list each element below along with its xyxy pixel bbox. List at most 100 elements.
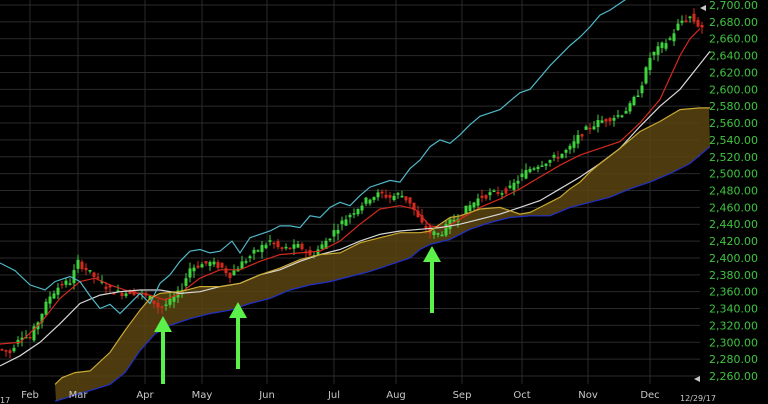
candle-body — [660, 42, 664, 48]
y-tick-label: 2,440.00 — [709, 218, 758, 231]
y-tick-label: 2,540.00 — [709, 134, 758, 147]
y-tick-label: 2,580.00 — [709, 100, 758, 113]
candle-body — [20, 337, 24, 340]
candle-body — [256, 250, 260, 252]
chikou-span-lagging-line — [0, 0, 627, 315]
y-tick-label: 2,300.00 — [709, 336, 758, 349]
candle-body — [80, 261, 84, 270]
candle-body — [528, 168, 532, 173]
candle-body — [228, 272, 232, 279]
candle-body — [380, 191, 384, 194]
candle-body — [508, 185, 512, 188]
x-tick-label: Mar — [69, 390, 89, 401]
x-tick-label: Nov — [578, 390, 598, 401]
candle-body — [44, 301, 48, 315]
candle-body — [440, 234, 444, 237]
candle-body — [504, 188, 508, 194]
candle-body — [152, 300, 156, 304]
candle-body — [596, 120, 600, 128]
candle-body — [328, 238, 332, 241]
candle-body — [8, 350, 12, 353]
candle-body — [388, 195, 392, 198]
candle-body — [592, 126, 596, 130]
candle-body — [564, 149, 568, 153]
candle-body — [280, 247, 284, 249]
candle-body — [576, 135, 580, 144]
candle-body — [12, 347, 16, 352]
candle-body — [248, 256, 252, 258]
candle-body — [200, 264, 204, 268]
candle-body — [684, 20, 688, 22]
candle-body — [268, 240, 272, 242]
indicator-lines — [0, 0, 711, 402]
candle-body — [244, 261, 248, 263]
candle-body — [316, 249, 320, 255]
cloud-fill — [55, 107, 710, 401]
candle-body — [688, 16, 692, 19]
candle-body — [84, 267, 88, 271]
y-tick-label: 2,420.00 — [709, 235, 758, 248]
candle-body — [496, 191, 500, 194]
candle-body — [644, 67, 648, 84]
candle-body — [616, 115, 620, 117]
candle-body — [108, 285, 112, 288]
candle-body — [392, 195, 396, 201]
candle-body — [588, 127, 592, 130]
candle-body — [416, 210, 420, 218]
candle-body — [260, 244, 264, 253]
candle-body — [292, 244, 296, 249]
candle-body — [648, 57, 652, 71]
candle-body — [444, 224, 448, 236]
y-tick-label: 2,700.00 — [709, 0, 758, 12]
candle-body — [164, 304, 168, 307]
candle-body — [700, 24, 704, 28]
candle-body — [464, 205, 468, 214]
y-tick-label: 2,660.00 — [709, 33, 758, 46]
candle-body — [264, 244, 268, 249]
price-marker-top-icon — [700, 5, 706, 11]
x-tick-label: Apr — [136, 390, 154, 401]
candle-body — [376, 192, 380, 198]
candle-body — [620, 115, 624, 117]
candle-body — [640, 85, 644, 94]
candle-body — [584, 126, 588, 130]
candle-body — [172, 296, 176, 302]
y-tick-label: 2,400.00 — [709, 252, 758, 265]
candle-body — [68, 283, 72, 285]
candle-body — [52, 293, 56, 299]
candle-body — [368, 199, 372, 204]
candle-body — [276, 241, 280, 248]
candle-body — [432, 231, 436, 235]
candle-body — [608, 118, 612, 122]
candle-body — [404, 196, 408, 201]
candle-body — [296, 244, 300, 248]
candle-body — [424, 225, 428, 230]
candle-body — [524, 170, 528, 179]
candle-body — [360, 205, 364, 211]
y-tick-label: 2,600.00 — [709, 83, 758, 96]
candle-body — [364, 197, 368, 204]
y-tick-label: 2,680.00 — [709, 16, 758, 29]
x-tick-label: Dec — [640, 390, 659, 401]
date-axis: Feb Mar Apr May Jun Jul Aug Sep Oct Nov Dec — [21, 390, 660, 401]
candle-body — [120, 292, 124, 297]
candle-body — [96, 276, 100, 279]
candle-body — [384, 194, 388, 198]
y-tick-label: 2,260.00 — [709, 370, 758, 383]
candle-body — [372, 197, 376, 200]
x-tick-label: Sep — [453, 390, 472, 401]
candle-body — [408, 197, 412, 204]
y-tick-label: 2,640.00 — [709, 50, 758, 63]
candle-body — [400, 195, 404, 198]
end-date-label: 12/29/17 — [680, 394, 716, 403]
candle-body — [656, 46, 660, 55]
candle-body — [116, 290, 120, 292]
candle-body — [192, 267, 196, 272]
y-tick-label: 2,280.00 — [709, 353, 758, 366]
annotation-arrows — [154, 246, 441, 384]
candle-body — [480, 195, 484, 198]
candle-body — [436, 233, 440, 235]
candlesticks — [0, 8, 704, 359]
candle-body — [240, 261, 244, 270]
left-edge-label: 17 — [0, 396, 10, 404]
